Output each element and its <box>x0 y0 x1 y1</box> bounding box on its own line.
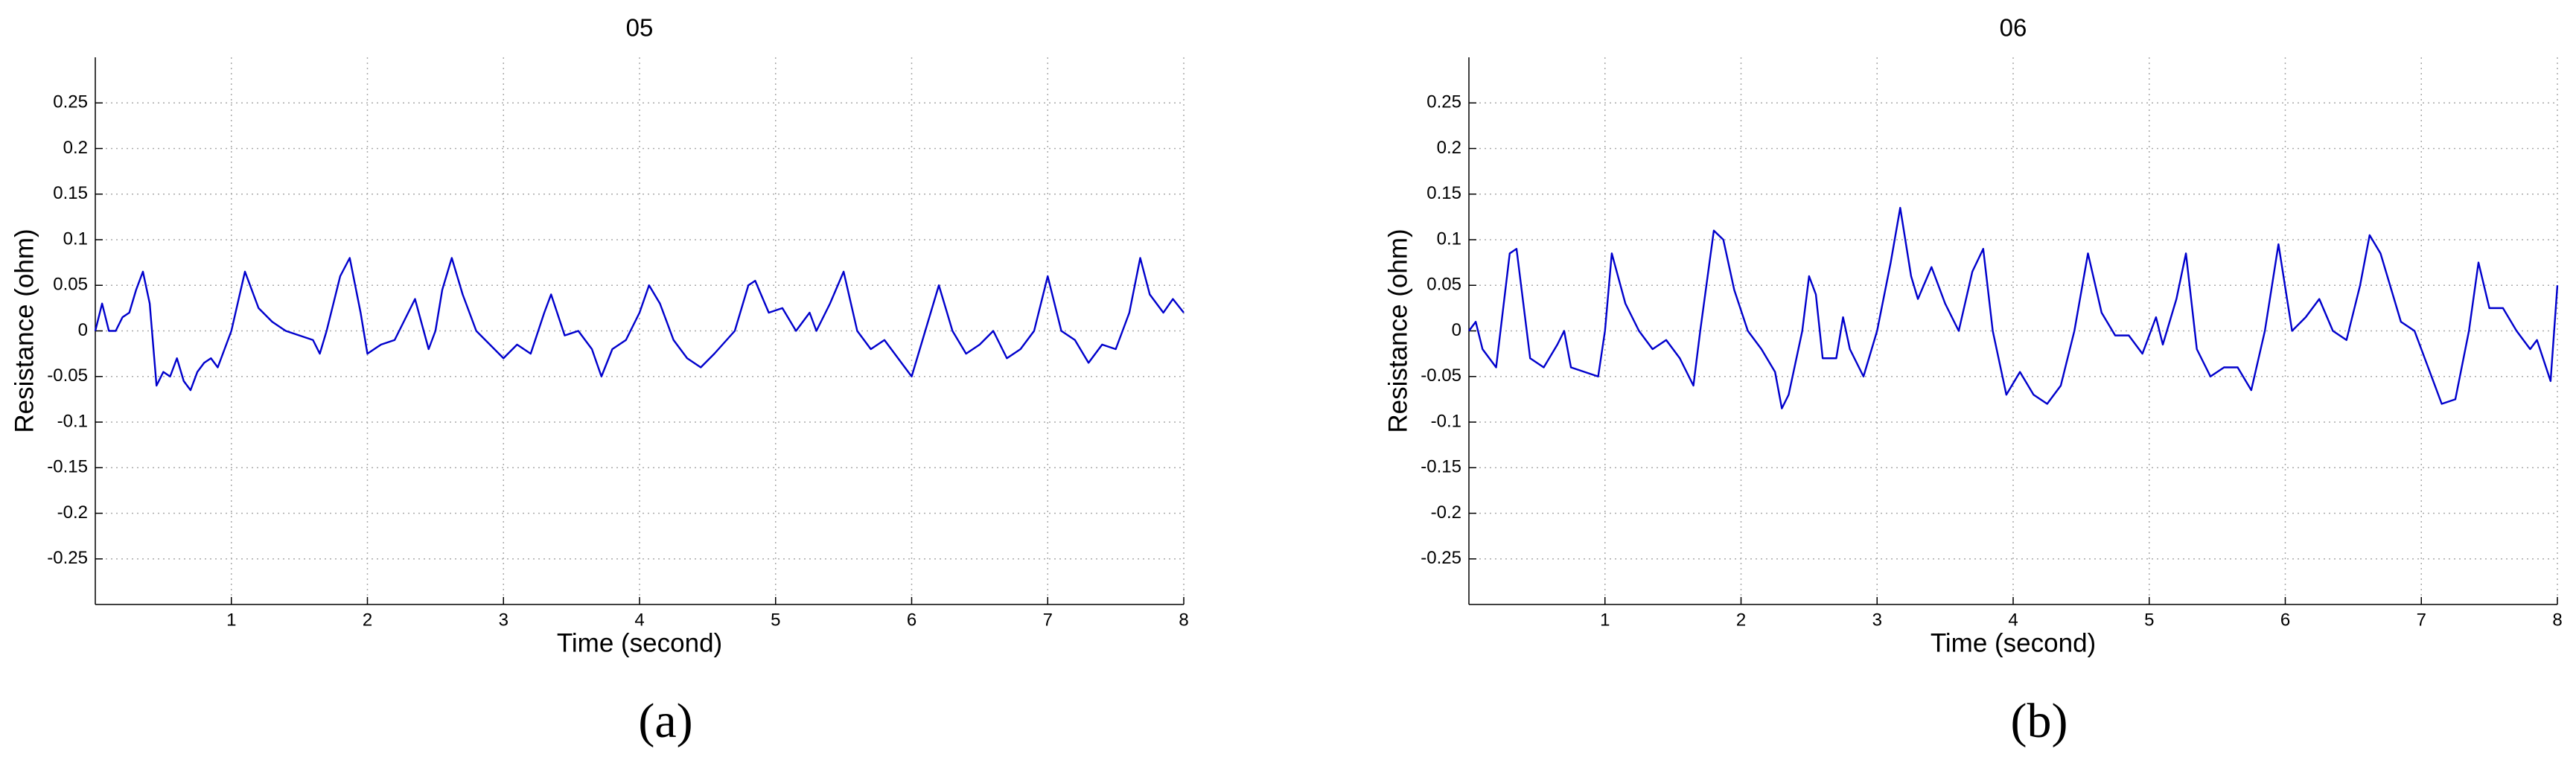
y-tick-label: -0.15 <box>47 457 88 477</box>
y-tick-label: -0.25 <box>1421 548 1461 568</box>
y-tick-label: -0.05 <box>1421 366 1461 386</box>
y-tick-label: -0.2 <box>1431 502 1461 523</box>
y-tick-label: 0.1 <box>1437 229 1461 249</box>
x-tick-label: 8 <box>2552 610 2562 630</box>
x-axis-label: Time (second) <box>557 628 722 657</box>
y-tick-label: -0.1 <box>1431 411 1461 431</box>
x-tick-label: 6 <box>2280 610 2290 630</box>
y-axis-label: Resistance (ohm) <box>1383 229 1412 433</box>
y-tick-label: 0.05 <box>53 275 88 295</box>
y-tick-label: 0.15 <box>1426 183 1461 203</box>
x-tick-label: 8 <box>1179 610 1188 630</box>
x-tick-label: 6 <box>907 610 916 630</box>
x-tick-label: 2 <box>1736 610 1746 630</box>
x-tick-label: 7 <box>1043 610 1053 630</box>
x-tick-label: 1 <box>1600 610 1610 630</box>
y-tick-label: -0.15 <box>1421 457 1461 477</box>
y-tick-label: -0.25 <box>47 548 88 568</box>
x-tick-label: 2 <box>363 610 372 630</box>
x-tick-label: 5 <box>771 610 780 630</box>
x-tick-label: 3 <box>1872 610 1882 630</box>
chart-title: 06 <box>2000 14 2027 42</box>
x-tick-label: 4 <box>634 610 644 630</box>
y-tick-label: 0.2 <box>1437 138 1461 158</box>
x-tick-label: 1 <box>226 610 236 630</box>
chart-title: 05 <box>626 14 654 42</box>
y-tick-label: 0.25 <box>53 92 88 112</box>
y-axis-label: Resistance (ohm) <box>10 229 39 433</box>
y-tick-label: -0.05 <box>47 366 88 386</box>
y-tick-label: -0.2 <box>57 502 88 523</box>
panel-label: (a) <box>638 694 692 748</box>
y-tick-label: 0.25 <box>1426 92 1461 112</box>
y-tick-label: 0 <box>1452 320 1461 340</box>
y-tick-label: 0 <box>78 320 88 340</box>
data-line <box>94 257 1185 392</box>
data-line <box>1468 206 2559 409</box>
y-tick-label: 0.1 <box>63 229 88 249</box>
panel-label: (b) <box>2011 694 2068 748</box>
x-tick-label: 7 <box>2417 610 2426 630</box>
y-tick-label: -0.1 <box>57 411 88 431</box>
x-axis-label: Time (second) <box>1931 628 2096 657</box>
y-tick-label: 0.2 <box>63 138 88 158</box>
x-tick-label: 4 <box>2008 610 2018 630</box>
y-tick-label: 0.15 <box>53 183 88 203</box>
y-tick-label: 0.05 <box>1426 275 1461 295</box>
x-tick-label: 5 <box>2144 610 2154 630</box>
x-tick-label: 3 <box>499 610 508 630</box>
